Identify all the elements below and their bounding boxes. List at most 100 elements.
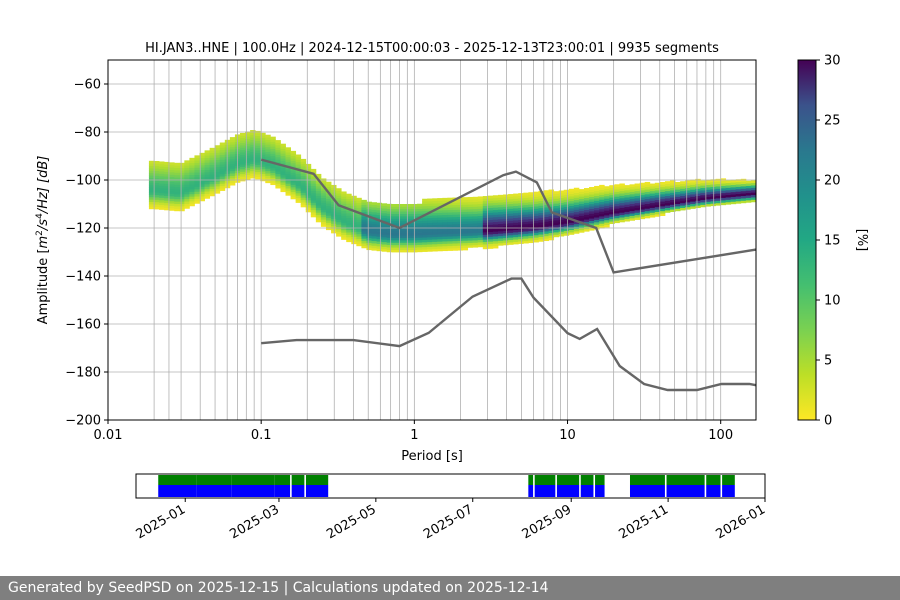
heatmap-cell bbox=[573, 211, 580, 215]
heatmap-cell bbox=[159, 183, 165, 186]
heatmap-cell bbox=[305, 207, 312, 210]
heatmap-cell bbox=[290, 186, 297, 190]
heatmap-cell bbox=[164, 202, 170, 206]
heatmap-cell bbox=[295, 156, 302, 160]
heatmap-cell bbox=[391, 220, 398, 224]
heatmap-cell bbox=[265, 141, 271, 145]
heatmap-cell bbox=[467, 240, 474, 243]
heatmap-cell bbox=[270, 179, 276, 183]
x-axis-label: Period [s] bbox=[401, 449, 463, 464]
heatmap-cell bbox=[497, 216, 504, 220]
y-tick-label: −60 bbox=[74, 78, 101, 93]
heatmap-cell bbox=[594, 219, 600, 223]
heatmap-cell bbox=[750, 194, 757, 198]
heatmap-cell bbox=[685, 185, 691, 189]
heatmap-cell bbox=[518, 238, 524, 242]
heatmap-cell bbox=[250, 161, 256, 165]
heatmap-cell bbox=[750, 192, 757, 196]
heatmap-cell bbox=[654, 199, 661, 203]
heatmap-cell bbox=[720, 202, 727, 206]
heatmap-cell bbox=[649, 209, 656, 213]
heatmap-cell bbox=[346, 212, 352, 216]
heatmap-cell bbox=[745, 197, 752, 201]
heatmap-cell bbox=[462, 228, 469, 232]
heatmap-cell bbox=[214, 150, 221, 153]
heatmap-cell bbox=[159, 161, 165, 165]
heatmap-cell bbox=[148, 189, 155, 193]
heatmap-cell bbox=[482, 220, 489, 223]
heatmap-cell bbox=[629, 201, 635, 204]
heatmap-cell bbox=[467, 206, 474, 210]
heatmap-cell bbox=[518, 202, 524, 206]
heatmap-cell bbox=[462, 206, 469, 210]
heatmap-cell bbox=[558, 202, 565, 206]
heatmap-cell bbox=[315, 176, 322, 180]
heatmap-cell bbox=[169, 188, 175, 192]
heatmap-cell bbox=[634, 190, 641, 194]
heatmap-cell bbox=[417, 225, 423, 229]
heatmap-cell bbox=[548, 230, 555, 234]
heatmap-cell bbox=[320, 212, 327, 215]
heatmap-cell bbox=[189, 160, 195, 164]
heatmap-cell bbox=[700, 185, 706, 189]
heatmap-cell bbox=[214, 186, 221, 189]
heatmap-cell bbox=[487, 231, 494, 235]
heatmap-cell bbox=[153, 161, 160, 164]
heatmap-cell bbox=[270, 141, 276, 145]
heatmap-cell bbox=[548, 215, 555, 219]
heatmap-cell bbox=[573, 192, 580, 196]
heatmap-cell bbox=[366, 244, 372, 248]
heatmap-cell bbox=[619, 195, 625, 199]
timeline-tick-label: 2025-01 bbox=[134, 502, 189, 542]
heatmap-cell bbox=[528, 206, 534, 210]
heatmap-cell bbox=[325, 220, 332, 223]
heatmap-cell bbox=[346, 203, 352, 207]
heatmap-cell bbox=[563, 208, 570, 212]
heatmap-cell bbox=[675, 189, 681, 193]
heatmap-cell bbox=[229, 175, 236, 179]
heatmap-cell bbox=[675, 191, 681, 195]
heatmap-cell bbox=[331, 218, 337, 222]
heatmap-cell bbox=[573, 228, 580, 232]
heatmap-cell bbox=[295, 159, 302, 163]
heatmap-cell bbox=[179, 179, 185, 183]
heatmap-cell bbox=[250, 175, 256, 179]
heatmap-cell bbox=[275, 152, 281, 155]
heatmap-cell bbox=[381, 222, 388, 226]
heatmap-cell bbox=[715, 186, 721, 189]
heatmap-cell bbox=[325, 224, 332, 228]
heatmap-cell bbox=[508, 222, 514, 226]
colorbar-tick-label: 15 bbox=[824, 234, 841, 249]
heatmap-cell bbox=[179, 182, 185, 185]
heatmap-cell bbox=[462, 218, 469, 222]
heatmap-cell bbox=[275, 180, 281, 184]
heatmap-cell bbox=[169, 195, 175, 199]
heatmap-cell bbox=[245, 131, 251, 135]
heatmap-cell bbox=[290, 160, 297, 164]
heatmap-cell bbox=[366, 201, 372, 205]
heatmap-cell bbox=[442, 229, 448, 232]
heatmap-cell bbox=[538, 224, 544, 228]
heatmap-cell bbox=[229, 141, 236, 145]
heatmap-cell bbox=[164, 200, 170, 204]
heatmap-cell bbox=[199, 191, 205, 195]
heatmap-cell bbox=[654, 204, 661, 208]
heatmap-cell bbox=[442, 197, 448, 201]
heatmap-cell bbox=[513, 195, 519, 199]
heatmap-cell bbox=[725, 197, 732, 200]
heatmap-cell bbox=[331, 211, 337, 215]
heatmap-cell bbox=[366, 228, 372, 231]
heatmap-cell bbox=[508, 206, 514, 209]
timeline-frame bbox=[135, 473, 766, 499]
heatmap-cell bbox=[285, 176, 291, 179]
heatmap-cell bbox=[366, 225, 372, 229]
heatmap-cell bbox=[604, 186, 610, 190]
heatmap-cell bbox=[325, 184, 332, 187]
heatmap-cell bbox=[214, 181, 221, 185]
heatmap-cell bbox=[533, 225, 539, 229]
heatmap-cell bbox=[275, 142, 281, 146]
heatmap-cell bbox=[685, 194, 691, 198]
heatmap-cell bbox=[558, 204, 565, 208]
heatmap-cell bbox=[497, 218, 504, 222]
heatmap-cell bbox=[214, 188, 221, 192]
